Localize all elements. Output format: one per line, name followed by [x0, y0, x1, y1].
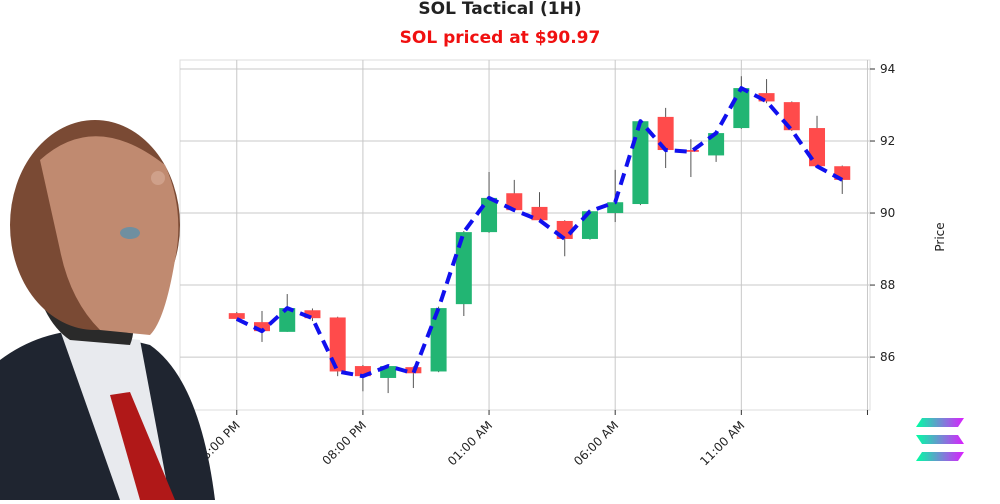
- chart-title: SOL Tactical (1H): [418, 0, 581, 19]
- candle-body: [809, 128, 826, 167]
- y-tick-label: 88: [880, 278, 895, 292]
- candle-body: [758, 93, 775, 102]
- x-tick-label: 11:00 AM: [697, 418, 747, 468]
- candle-body: [354, 366, 371, 377]
- candle-body: [279, 308, 296, 332]
- plot-frame: [179, 59, 871, 411]
- y-tick-label: 86: [880, 350, 895, 364]
- candle-body: [329, 317, 346, 372]
- candle-body: [733, 88, 750, 129]
- y-axis-label: Price: [933, 222, 947, 251]
- candle-body: [228, 313, 245, 319]
- y-tick-label: 92: [880, 134, 895, 148]
- candle-body: [304, 310, 321, 319]
- robot-illustration: [0, 120, 215, 500]
- x-tick-label: 01:00 AM: [445, 418, 495, 468]
- y-tick-label: 90: [880, 206, 895, 220]
- solana-logo: [916, 418, 964, 461]
- candle-body: [708, 133, 725, 156]
- candle-body: [657, 116, 674, 151]
- candle-body: [682, 150, 699, 152]
- chart-subtitle: SOL priced at $90.97: [400, 28, 601, 48]
- close-line: [235, 86, 844, 379]
- candle-body: [506, 193, 523, 211]
- candle-body: [380, 366, 397, 378]
- candle-body: [632, 121, 649, 205]
- candle-body: [455, 232, 472, 305]
- candle-body: [481, 197, 498, 233]
- x-tick-label: 08:00 PM: [320, 418, 369, 467]
- y-tick-label: 94: [880, 62, 895, 76]
- candle-body: [253, 322, 270, 332]
- candle-body: [430, 308, 447, 372]
- candle-body: [531, 206, 548, 221]
- x-tick-label: 06:00 AM: [571, 418, 621, 468]
- candle-body: [607, 202, 624, 214]
